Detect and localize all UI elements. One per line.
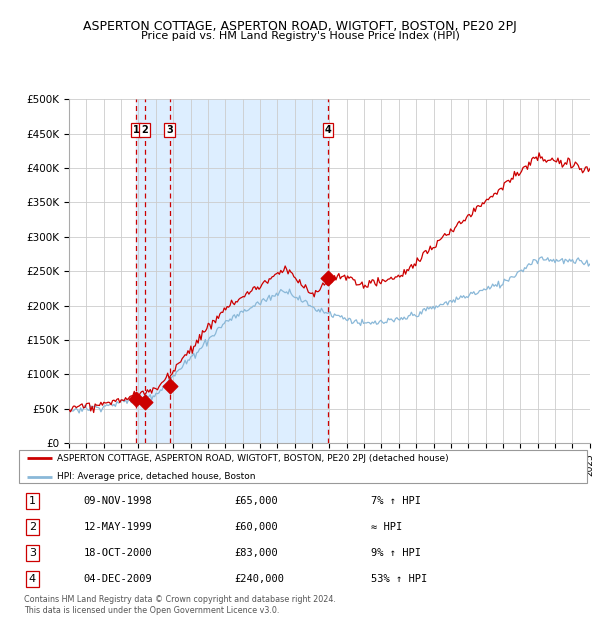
Text: 3: 3: [166, 125, 173, 135]
Text: Contains HM Land Registry data © Crown copyright and database right 2024.
This d: Contains HM Land Registry data © Crown c…: [24, 595, 336, 614]
FancyBboxPatch shape: [19, 450, 587, 483]
Text: 12-MAY-1999: 12-MAY-1999: [83, 522, 152, 532]
Bar: [136, 99, 328, 443]
Point: [140, 397, 149, 407]
Text: ≈ HPI: ≈ HPI: [371, 522, 403, 532]
Text: HPI: Average price, detached house, Boston: HPI: Average price, detached house, Bost…: [57, 472, 255, 481]
Text: 2: 2: [142, 125, 148, 135]
Point: [165, 381, 175, 391]
Text: 4: 4: [29, 574, 36, 584]
Text: 3: 3: [29, 548, 36, 558]
Text: £240,000: £240,000: [235, 574, 284, 584]
Text: 2: 2: [29, 522, 36, 532]
Text: 09-NOV-1998: 09-NOV-1998: [83, 496, 152, 506]
Text: Price paid vs. HM Land Registry's House Price Index (HPI): Price paid vs. HM Land Registry's House …: [140, 31, 460, 41]
Text: ASPERTON COTTAGE, ASPERTON ROAD, WIGTOFT, BOSTON, PE20 2PJ (detached house): ASPERTON COTTAGE, ASPERTON ROAD, WIGTOFT…: [57, 454, 448, 463]
Text: £83,000: £83,000: [235, 548, 278, 558]
Text: £60,000: £60,000: [235, 522, 278, 532]
Text: 04-DEC-2009: 04-DEC-2009: [83, 574, 152, 584]
Text: 53% ↑ HPI: 53% ↑ HPI: [371, 574, 428, 584]
Text: £65,000: £65,000: [235, 496, 278, 506]
Text: 1: 1: [29, 496, 36, 506]
Text: 18-OCT-2000: 18-OCT-2000: [83, 548, 152, 558]
Text: 4: 4: [325, 125, 331, 135]
Text: 9% ↑ HPI: 9% ↑ HPI: [371, 548, 421, 558]
Point: [323, 273, 333, 283]
Text: 7% ↑ HPI: 7% ↑ HPI: [371, 496, 421, 506]
Text: 1: 1: [133, 125, 139, 135]
Text: ASPERTON COTTAGE, ASPERTON ROAD, WIGTOFT, BOSTON, PE20 2PJ: ASPERTON COTTAGE, ASPERTON ROAD, WIGTOFT…: [83, 20, 517, 33]
Point: [131, 394, 141, 404]
